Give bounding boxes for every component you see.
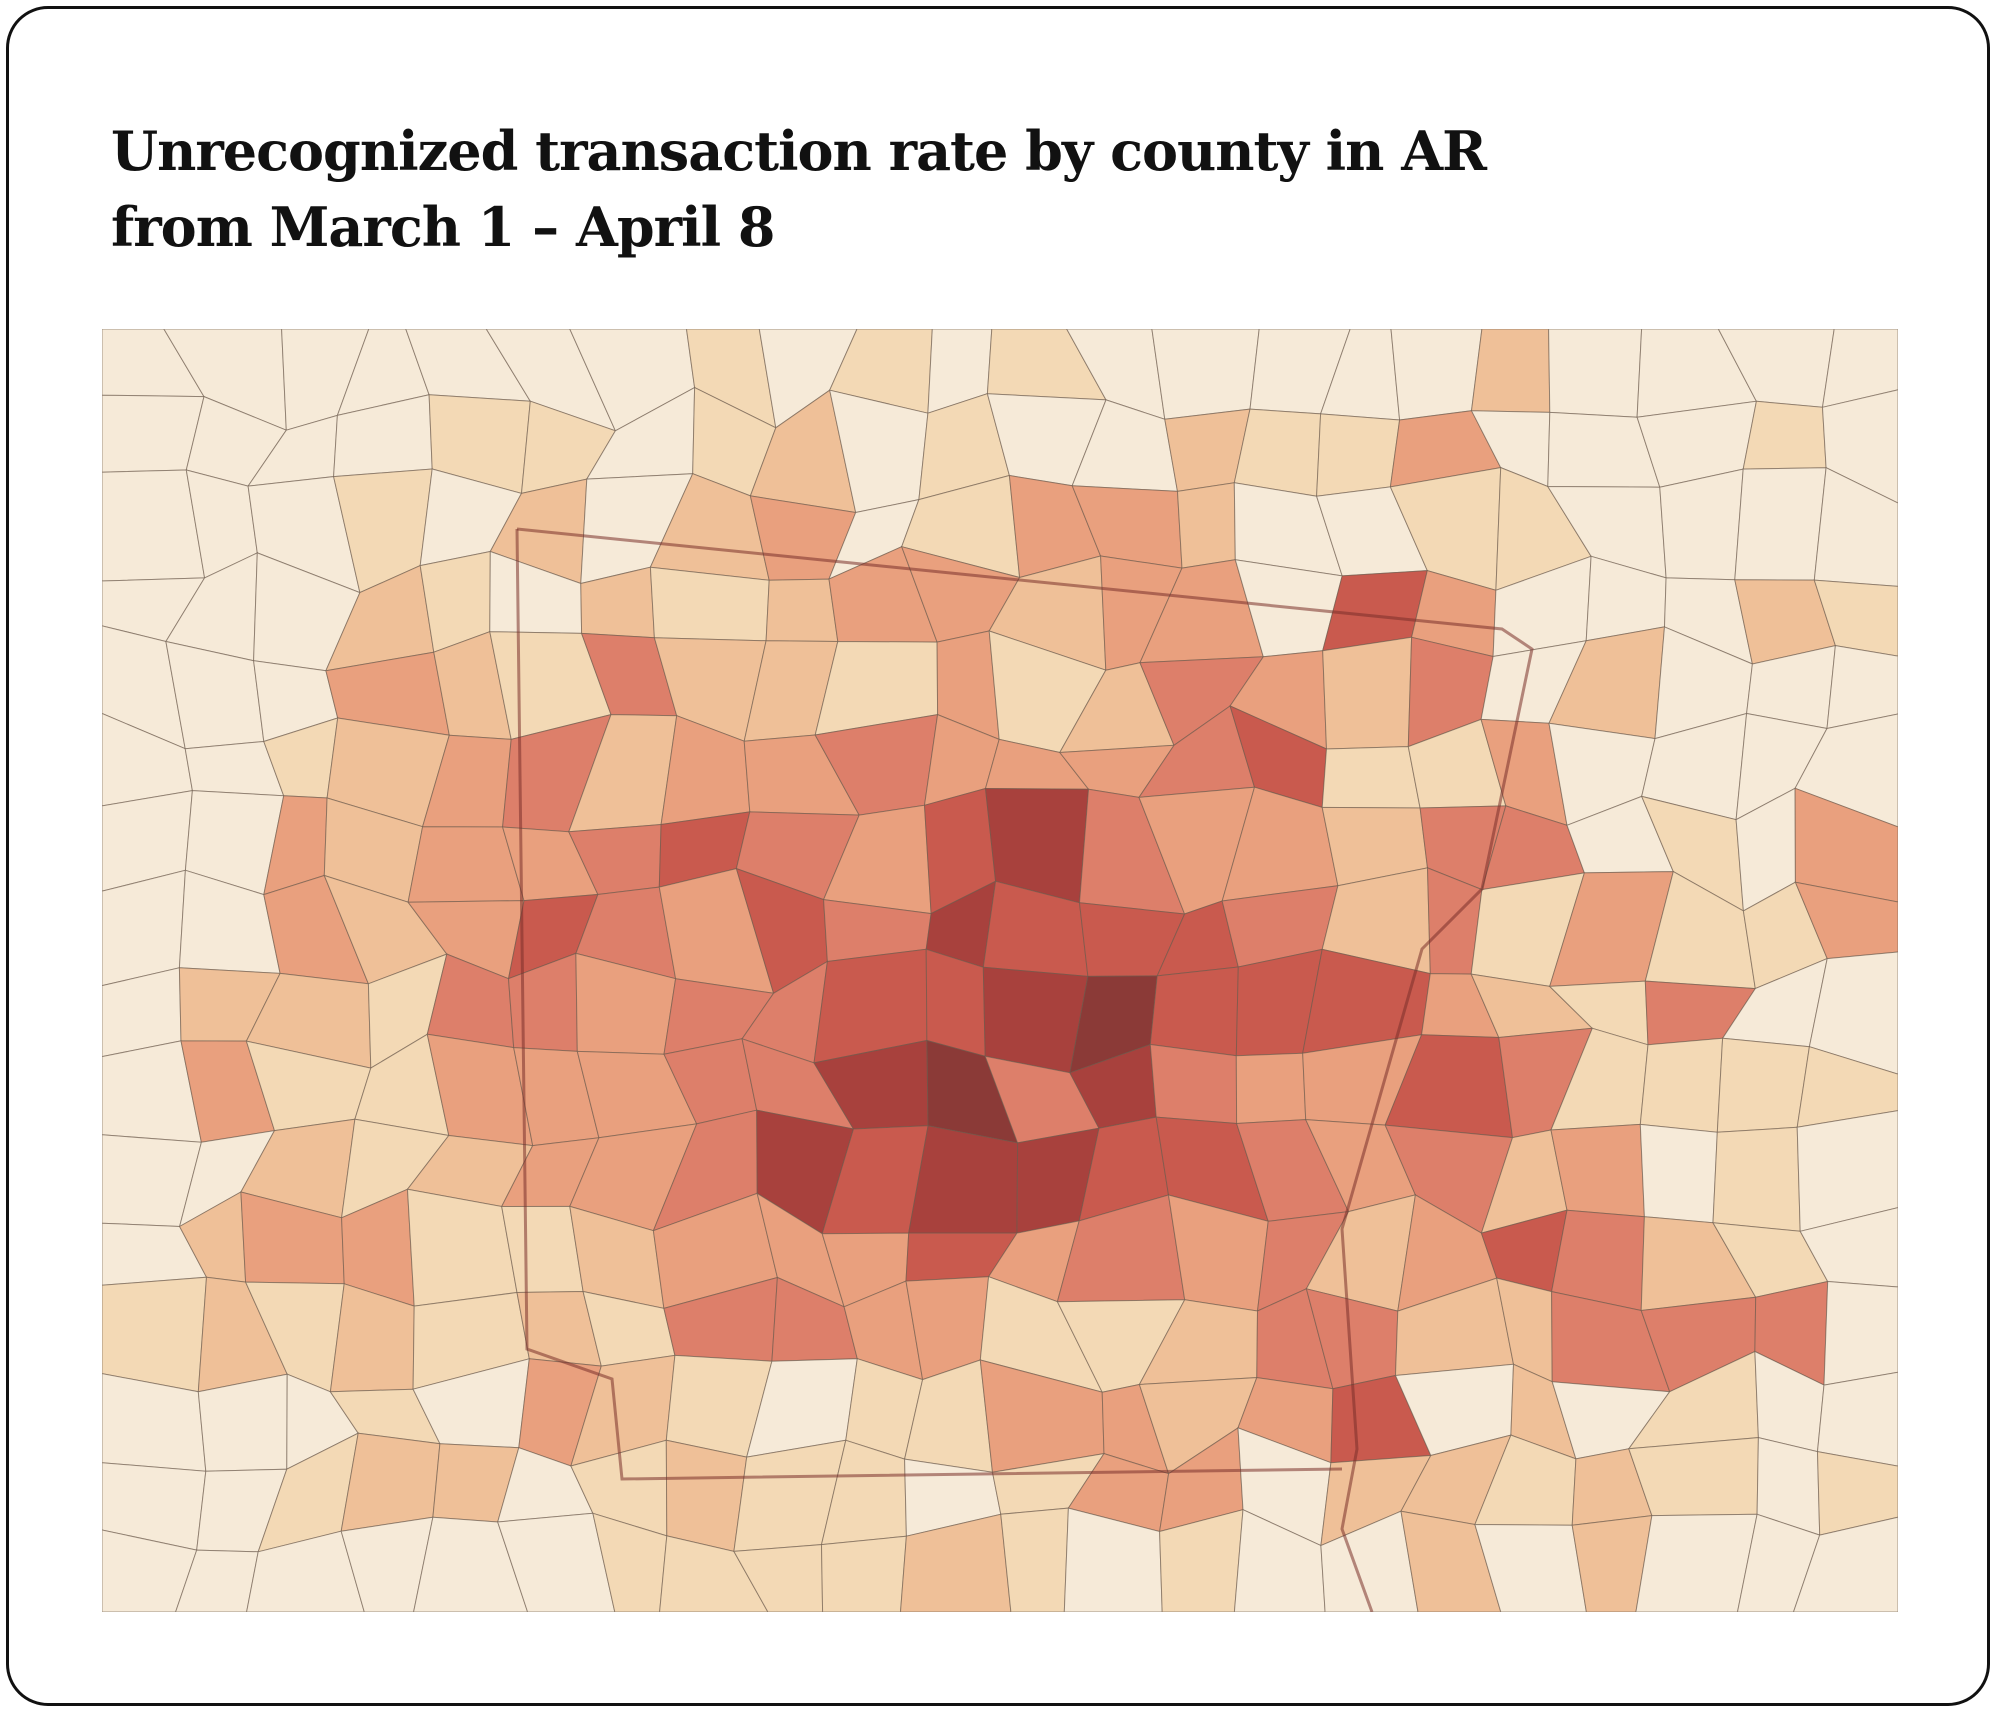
- county: [340, 1432, 441, 1532]
- county: [1063, 1507, 1163, 1612]
- county: [497, 1512, 616, 1612]
- county: [197, 1373, 288, 1472]
- county: [1794, 787, 1898, 903]
- county: [1823, 1280, 1898, 1386]
- county: [899, 1513, 1012, 1612]
- county: [765, 578, 839, 643]
- county: [1151, 329, 1260, 420]
- county: [1149, 966, 1239, 1057]
- county: [1233, 1508, 1326, 1612]
- county: [1813, 579, 1898, 657]
- county: [592, 1512, 668, 1612]
- county: [1316, 413, 1401, 497]
- county: [1742, 400, 1827, 470]
- county: [1159, 1509, 1244, 1612]
- county: [820, 1535, 907, 1612]
- county: [925, 948, 986, 1057]
- county: [102, 869, 186, 987]
- county: [1826, 645, 1898, 730]
- county: [1635, 1513, 1758, 1612]
- county: [1639, 1037, 1724, 1133]
- county: [1235, 1052, 1307, 1125]
- county: [1734, 467, 1827, 581]
- county: [659, 1535, 769, 1612]
- county: [1233, 408, 1322, 497]
- county: [413, 1516, 529, 1612]
- county: [1548, 329, 1643, 418]
- county: [1000, 1507, 1069, 1612]
- county: [1571, 1515, 1653, 1612]
- county: [649, 566, 770, 642]
- county: [1474, 1523, 1587, 1612]
- county: [246, 1530, 365, 1612]
- county: [1149, 1043, 1238, 1125]
- county: [406, 1188, 518, 1307]
- county: [175, 1549, 259, 1612]
- county: [1390, 329, 1483, 421]
- county: [340, 1516, 434, 1612]
- county: [1322, 636, 1413, 750]
- county: [1400, 1510, 1502, 1612]
- title: Unrecognized transaction rate by county …: [111, 113, 1487, 265]
- county: [1816, 1371, 1898, 1467]
- county: [1176, 482, 1236, 569]
- county: [982, 966, 1089, 1074]
- county: [1794, 713, 1898, 828]
- county: [1470, 329, 1551, 413]
- county: [102, 1276, 208, 1393]
- county: [1816, 1450, 1898, 1536]
- county: [1659, 468, 1744, 581]
- county: [1794, 881, 1898, 960]
- state-border: [515, 528, 1343, 1481]
- title-line: from March 1 – April 8: [111, 195, 775, 259]
- county: [102, 1529, 198, 1612]
- county: [1628, 1437, 1759, 1517]
- state-border: [516, 527, 1534, 1612]
- title-line: Unrecognized transaction rate by county …: [111, 119, 1487, 183]
- county: [1821, 329, 1898, 408]
- county: [1321, 746, 1421, 809]
- county: [1799, 1207, 1898, 1288]
- county-map: [102, 329, 1898, 1612]
- county: [1736, 1513, 1821, 1612]
- county: [1796, 1046, 1898, 1128]
- county: [1808, 951, 1898, 1075]
- county: [1712, 1126, 1801, 1232]
- county: [1639, 1123, 1718, 1224]
- county: [1813, 466, 1898, 587]
- county: [1716, 1037, 1810, 1133]
- county: [665, 1439, 748, 1553]
- county: [733, 1544, 824, 1612]
- county: [1792, 1516, 1898, 1612]
- county: [908, 1125, 1019, 1234]
- county: [1796, 1110, 1898, 1232]
